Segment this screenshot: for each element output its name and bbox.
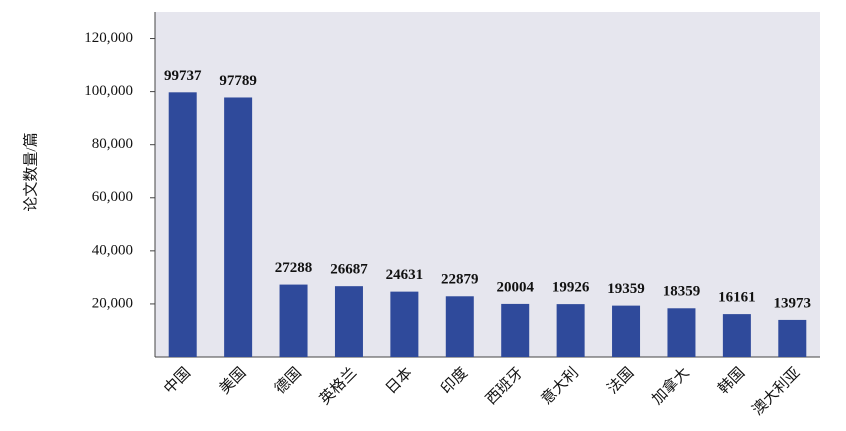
- plot-area: [155, 12, 820, 357]
- y-tick-label: 100,000: [84, 83, 133, 99]
- value-label: 99737: [164, 68, 202, 84]
- value-label: 20004: [496, 279, 534, 295]
- value-label: 26687: [330, 262, 368, 278]
- value-label: 19359: [607, 281, 645, 297]
- bar: [279, 284, 308, 357]
- value-label: 22879: [441, 272, 479, 288]
- x-tick-label: 印度: [438, 364, 471, 397]
- x-tick-label: 韩国: [715, 364, 748, 397]
- bar: [445, 296, 474, 357]
- x-tick-label: 中国: [161, 364, 194, 397]
- x-tick-label: 澳大利亚: [749, 364, 803, 418]
- value-label: 13973: [774, 295, 812, 311]
- y-tick-label: 20,000: [92, 295, 133, 311]
- x-tick-label: 美国: [216, 364, 249, 397]
- value-label: 27288: [275, 260, 313, 276]
- bar: [501, 303, 530, 357]
- x-tick-label: 西班牙: [483, 364, 527, 408]
- y-tick-label: 120,000: [84, 30, 133, 46]
- x-tick-label: 意大利: [537, 364, 582, 409]
- y-tick-label: 40,000: [92, 242, 133, 258]
- bar: [390, 291, 419, 357]
- bar: [612, 305, 641, 357]
- value-label: 16161: [718, 290, 756, 306]
- bar: [224, 97, 253, 358]
- bar: [778, 319, 807, 357]
- bar: [667, 308, 696, 357]
- x-tick-label: 英格兰: [316, 364, 361, 409]
- value-label: 24631: [386, 267, 424, 283]
- value-label: 18359: [663, 284, 701, 300]
- bar: [556, 304, 585, 357]
- bar: [168, 92, 197, 357]
- bar: [334, 286, 363, 357]
- value-label: 19926: [552, 280, 590, 296]
- y-axis-label: 论文数量/篇: [21, 132, 39, 211]
- x-tick-label: 日本: [382, 364, 415, 397]
- y-tick-label: 60,000: [92, 189, 133, 205]
- bar: [722, 314, 751, 357]
- x-tick-label: 法国: [604, 364, 637, 397]
- x-tick-label: 加拿大: [648, 364, 693, 409]
- x-tick-label: 德国: [271, 364, 305, 398]
- y-tick-label: 80,000: [92, 136, 133, 152]
- value-label: 97789: [219, 73, 257, 89]
